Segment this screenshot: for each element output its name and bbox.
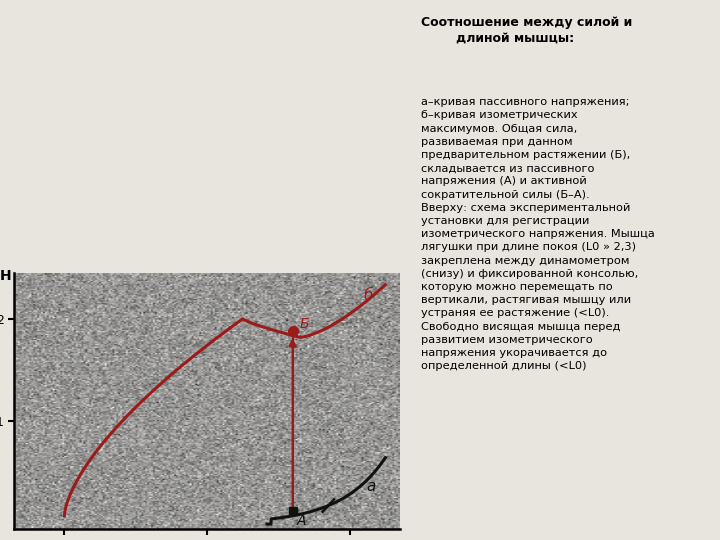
Text: Соотношение между силой и
        длиной мышцы:: Соотношение между силой и длиной мышцы:: [421, 16, 632, 44]
Text: б: б: [364, 288, 373, 303]
Text: а–кривая пассивного напряжения;
б–кривая изометрических
максимумов. Общая сила,
: а–кривая пассивного напряжения; б–кривая…: [421, 97, 655, 371]
Text: а: а: [366, 479, 376, 494]
Text: А: А: [297, 514, 307, 528]
Text: Б: Б: [300, 317, 309, 331]
Text: Н: Н: [0, 269, 12, 283]
